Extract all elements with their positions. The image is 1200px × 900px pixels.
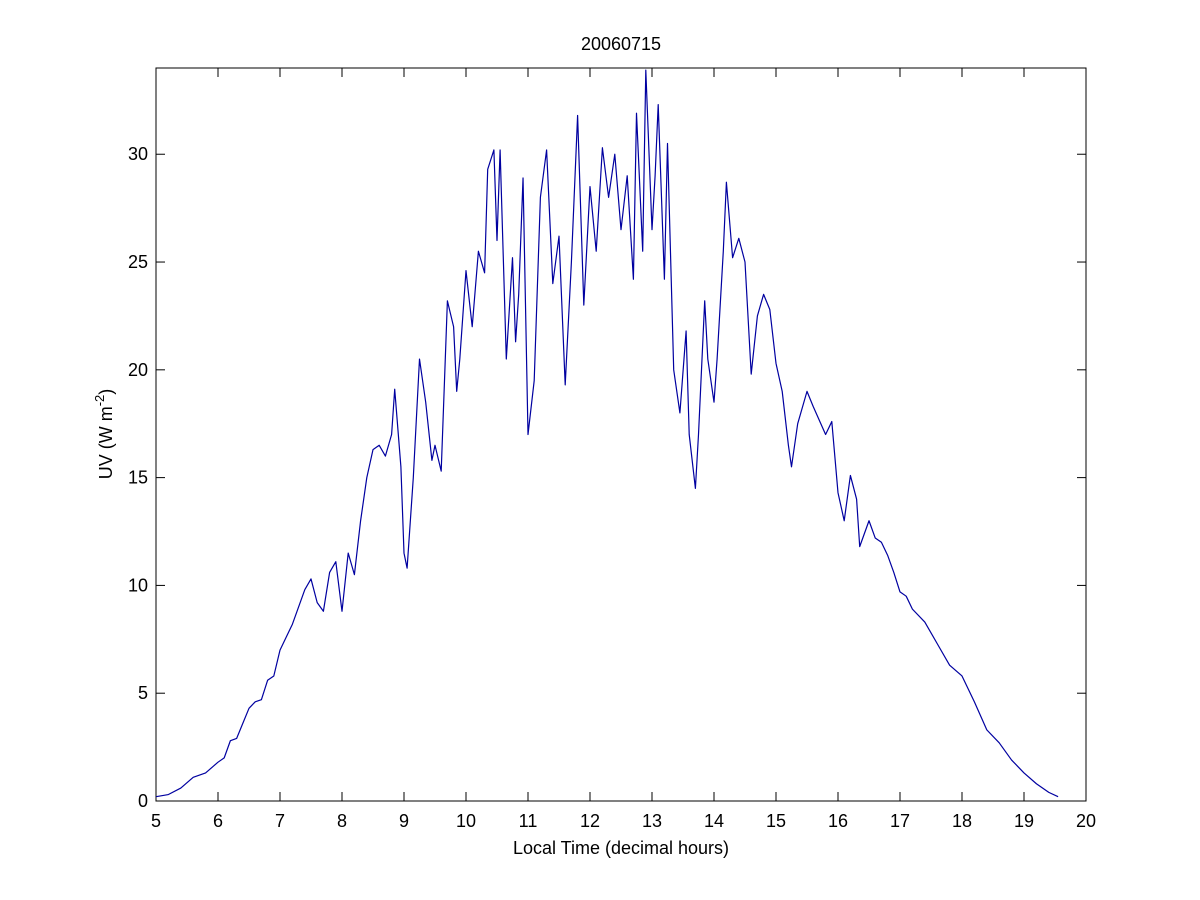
uv-line	[155, 69, 1059, 798]
y-tick-label: 15	[128, 468, 148, 488]
x-tick-label: 11	[519, 811, 538, 831]
y-axis-label-text: UV (W m	[96, 406, 116, 479]
x-tick-label: 20	[1076, 811, 1096, 831]
x-tick-label: 6	[213, 811, 223, 831]
y-tick-label: 10	[128, 575, 148, 595]
y-tick-label: 5	[138, 683, 148, 703]
x-axis-label: Local Time (decimal hours)	[513, 838, 729, 858]
y-axis-label-superscript: -2	[92, 395, 107, 407]
y-tick-label: 0	[138, 791, 148, 811]
x-tick-label: 8	[337, 811, 347, 831]
plot-frame	[155, 67, 1087, 802]
x-tick-label: 19	[1014, 811, 1034, 831]
x-tick-label: 14	[704, 811, 724, 831]
x-tick-label: 15	[766, 811, 786, 831]
x-tick-label: 12	[580, 811, 600, 831]
x-tick-label: 5	[151, 811, 161, 831]
y-axis-label: UV (W m-2)	[92, 389, 116, 480]
y-tick-label: 25	[128, 252, 148, 272]
x-tick-label: 18	[952, 811, 972, 831]
x-tick-label: 13	[642, 811, 662, 831]
y-tick-label: 20	[128, 360, 148, 380]
x-tick-label: 10	[456, 811, 476, 831]
x-tick-label: 16	[828, 811, 848, 831]
y-tick-label: 30	[128, 144, 148, 164]
y-axis-label-suffix: )	[96, 389, 116, 395]
chart-title: 20060715	[581, 34, 661, 54]
x-tick-label: 17	[890, 811, 910, 831]
x-tick-label: 7	[275, 811, 285, 831]
x-tick-label: 9	[399, 811, 409, 831]
